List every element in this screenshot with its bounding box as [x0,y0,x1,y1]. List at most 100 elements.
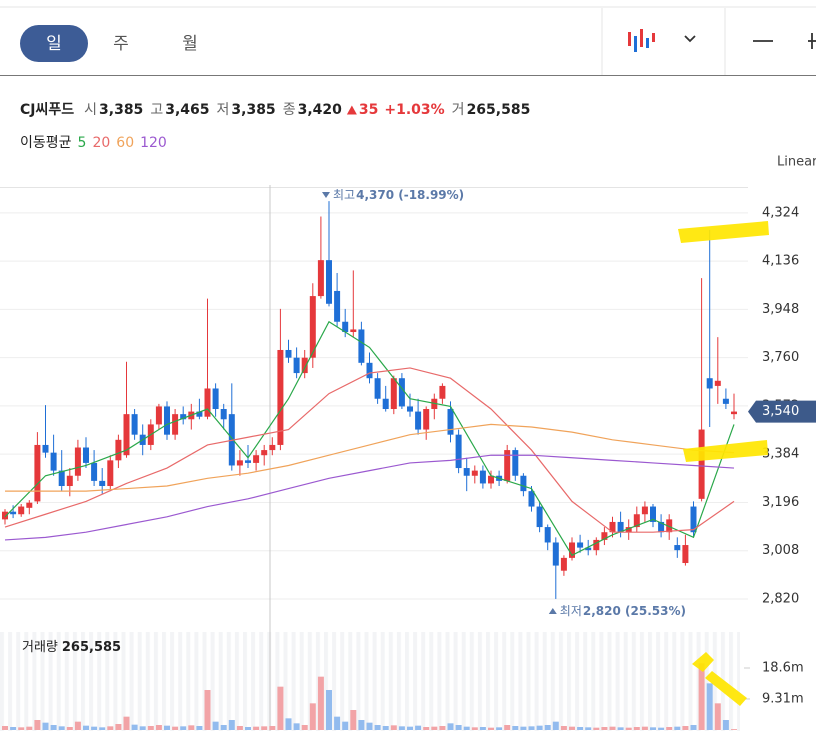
tab[interactable]: 주 [113,34,129,54]
field-label: 고 [150,102,163,118]
moving-average [4,454,735,541]
annotation-label: 최고 [333,188,355,202]
candle-body [601,532,608,540]
volume-bar [236,726,243,730]
volume-tick-label: 18.6m [762,661,804,676]
volume-bar [342,721,349,730]
highlighter [678,221,769,706]
candle-body [536,506,543,528]
candle-body [552,542,559,566]
volume-bar [658,727,665,730]
candle-body [374,378,381,399]
candle-body [650,506,656,522]
candle-body [277,349,284,445]
volume-bar [423,727,430,730]
candle-body [285,349,292,358]
chart-type-icon[interactable] [628,29,655,52]
volume-bar [520,726,527,730]
candle-body [180,414,187,420]
candle-body [463,468,470,476]
volume-title-label: 거래량 [22,640,58,655]
annotation-value: 4,370 (-18.99%) [356,188,464,202]
volume-bar [544,725,551,730]
volume-bar [155,725,162,730]
field-value: 3,385 [231,102,275,118]
volume-bar [326,690,332,730]
volume-bar [722,720,729,730]
tab[interactable]: 일 [46,34,62,54]
candle-body [593,539,600,551]
volume-bar [212,721,219,730]
tab-selected[interactable] [20,25,88,62]
candle-body [334,290,341,322]
candle-body [560,557,567,571]
volume-bar [552,721,559,730]
volume-bar [463,726,470,730]
volume-background [0,632,740,731]
volume-bar [439,726,446,730]
y-tick-label: 3,948 [762,302,799,317]
candle-body [520,475,527,492]
volume-bar [66,727,73,730]
candle-body [666,519,673,533]
candle-body [706,378,713,389]
candle-body [633,514,640,528]
volume-bar [91,726,98,730]
candle-body [107,460,114,487]
candle-body [83,447,89,463]
candle-body [479,470,486,484]
ma-legend: 이동평균 5 20 60 120 [20,135,167,151]
volume-bar [99,727,106,730]
candle-body [714,380,721,386]
candle-body [212,388,219,410]
volume-bar [471,727,478,730]
volume-bar [83,725,89,730]
candle-body [350,329,357,333]
dropdown-chevron[interactable] [684,35,696,43]
candle-body [50,452,57,471]
volume-bar [650,727,656,730]
volume-bar [455,725,462,730]
volume-bar [479,727,486,730]
volume-bar [641,726,648,730]
volume-bar [147,726,154,730]
field-value: 3,385 [99,102,143,118]
annotation-arrow [548,608,557,614]
candle-body [512,450,519,476]
tab[interactable]: 월 [182,34,198,54]
candle-body [123,414,130,456]
volume-bar [228,720,235,730]
y-tick-label: 3,196 [762,495,799,510]
candle-body [658,521,665,533]
candle-body [455,434,462,469]
candle-body [293,357,300,374]
volume-bar [609,726,616,730]
scale-mode[interactable]: Linear [777,155,816,170]
annotation-label: 최저 [560,604,582,618]
volume-bar [277,686,284,730]
volume-bar [431,726,438,730]
candle-body [690,506,697,533]
volume-bar [358,720,365,730]
volume-bar [528,726,535,730]
annotation: 최저2,820 (25.53%) [560,604,686,618]
y-tick-label: 3,384 [762,447,799,462]
field-label: 시 [84,102,97,118]
candle-body [682,545,689,564]
candle-body [528,491,535,507]
volume-bar [220,725,227,730]
ma-legend-item: 5 [78,135,87,151]
candle-body [569,542,575,558]
volume-bar [731,729,737,730]
volume-bar [447,723,454,730]
candle-body [236,460,243,466]
candle-body [301,357,308,374]
candle-body [253,455,260,463]
volume-bar [382,726,389,730]
candle-body [423,409,430,430]
candle-body [366,362,373,379]
candle-body [471,470,478,476]
candle-body [66,475,73,487]
candle-body [398,378,405,407]
volume-bar [107,726,114,730]
